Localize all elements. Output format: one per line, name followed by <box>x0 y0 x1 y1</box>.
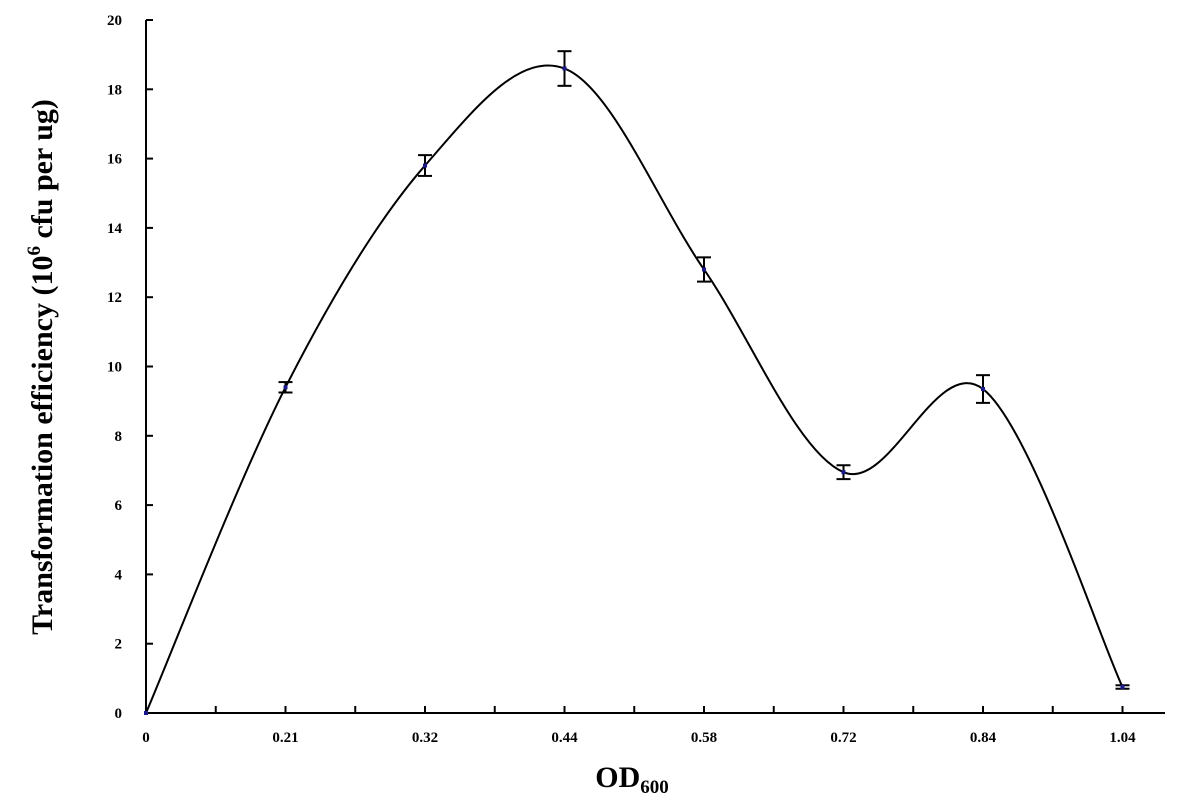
data-point <box>283 385 288 390</box>
data-point <box>562 66 567 71</box>
axis-labels: OD600 Transformation efficiency (106 cfu… <box>24 99 669 795</box>
x-tick-label: 0.84 <box>970 730 997 746</box>
data-point <box>702 267 706 272</box>
x-tick-label: 1.04 <box>1109 730 1136 746</box>
ticks: 0 2 4 6 8 10 12 14 16 18 20 0 0.21 0.32 0.44 0.58 0.72 0.… <box>107 13 1136 746</box>
x-axis-title: OD600 <box>595 761 669 795</box>
y-tick-label: 14 <box>107 221 123 237</box>
data-point <box>423 163 427 168</box>
x-tick-label: 0.32 <box>412 730 438 746</box>
x-tick-label: 0.21 <box>272 730 298 746</box>
y-tick-label: 6 <box>115 498 123 514</box>
y-tick-label: 2 <box>115 637 123 653</box>
axes <box>145 20 1165 714</box>
y-tick-label: 12 <box>107 290 122 306</box>
y-tick-label: 20 <box>107 13 122 29</box>
x-tick-label: 0.72 <box>830 730 856 746</box>
y-axis-title: Transformation efficiency (106 cfu per u… <box>24 99 59 635</box>
series-line <box>145 64 1124 714</box>
x-tick-label: 0.58 <box>691 730 717 746</box>
x-tick-label: 0.44 <box>551 730 578 746</box>
y-tick-label: 0 <box>115 706 123 722</box>
y-tick-label: 10 <box>107 360 122 376</box>
data-point <box>1120 685 1125 690</box>
series <box>144 50 1130 715</box>
y-tick-label: 4 <box>115 567 123 583</box>
data-point <box>841 470 846 475</box>
y-tick-label: 18 <box>107 82 122 98</box>
y-tick-label: 16 <box>107 152 123 168</box>
data-point <box>981 387 985 392</box>
data-point <box>144 711 148 715</box>
x-tick-label: 0 <box>142 730 150 746</box>
y-tick-label: 8 <box>115 429 123 445</box>
